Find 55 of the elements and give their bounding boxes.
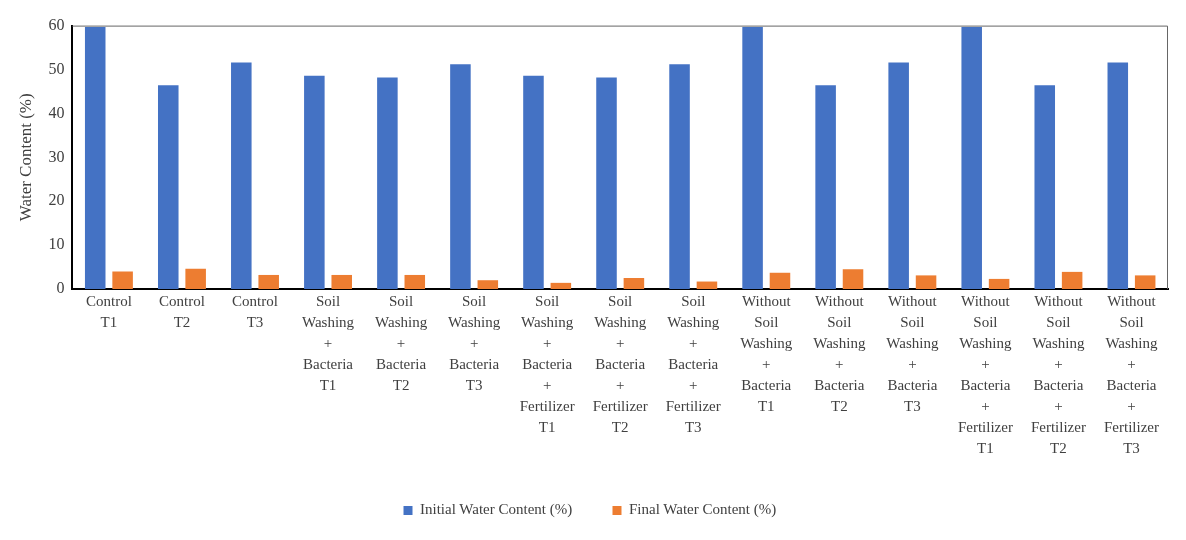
x-tick-label: Control T2 [159, 293, 205, 331]
bar [888, 62, 909, 289]
bar [550, 282, 572, 289]
bar [185, 268, 206, 289]
bar [669, 64, 690, 289]
x-tick-label: Soil Washing + Bacteria T3 [448, 293, 501, 394]
bar [1134, 275, 1156, 289]
x-tick-label: Without Soil Washing + Bacteria + Fertilizer T3 [1103, 293, 1159, 457]
x-tick-label: Soil Washing + Bacteria + Fertilizer T3 [665, 293, 721, 436]
x-tick-label: Soil Washing + Bacteria + Fertilizer T1 [519, 293, 575, 436]
y-tick-label: 0 [56, 279, 65, 297]
bar [304, 75, 325, 289]
bar [523, 75, 544, 289]
x-tick-label: Without Soil Washing + Bacteria + Fertilizer T2 [1030, 293, 1086, 457]
bar [596, 77, 617, 289]
bar [477, 280, 499, 289]
bar [1061, 271, 1083, 289]
bar [258, 274, 279, 289]
x-tick-label: Control T3 [232, 293, 278, 331]
legend-label: Final Water Content (%) [628, 501, 777, 519]
x-tick-label: Soil Washing + Bacteria + Fertilizer T2 [592, 293, 648, 436]
bar [450, 64, 471, 289]
bar [961, 26, 982, 289]
y-axis-title: Water Content (%) [15, 93, 35, 222]
bar [377, 77, 398, 289]
y-tick-label: 40 [48, 103, 65, 121]
bar [84, 26, 106, 289]
x-tick-label: Without Soil Washing + Bacteria T2 [813, 293, 866, 415]
legend-label: Initial Water Content (%) [420, 501, 573, 519]
bar [696, 281, 718, 289]
x-tick-label: Without Soil Washing + Bacteria + Fertilizer T1 [957, 293, 1013, 457]
bar [112, 271, 133, 289]
x-tick-label: Soil Washing + Bacteria T2 [375, 293, 428, 394]
x-tick-label: Without Soil Washing + Bacteria T3 [886, 293, 939, 415]
bar [1034, 85, 1056, 289]
x-tick-label: Without Soil Washing + Bacteria T1 [740, 293, 793, 415]
bar [842, 269, 864, 289]
bar [331, 274, 353, 289]
bar [1107, 62, 1129, 289]
bar [231, 62, 252, 289]
y-tick-label: 30 [48, 147, 65, 165]
y-tick-label: 20 [48, 191, 65, 209]
bar [742, 26, 763, 289]
x-tick-label: Soil Washing + Bacteria T1 [301, 293, 355, 394]
y-tick-label: 50 [48, 59, 65, 77]
bar [915, 275, 937, 289]
bar [157, 85, 179, 289]
bar [815, 85, 836, 289]
bar [623, 278, 645, 289]
y-tick-label: 10 [48, 235, 65, 253]
bar [404, 274, 426, 289]
x-tick-label: Control T1 [86, 293, 132, 331]
y-tick-label: 60 [48, 15, 65, 33]
bar [769, 272, 791, 289]
bar [988, 278, 1010, 289]
